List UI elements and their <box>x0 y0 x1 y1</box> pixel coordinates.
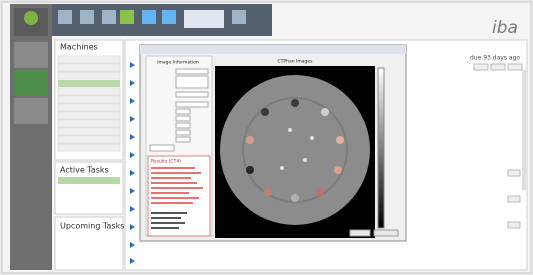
tool-button[interactable] <box>80 10 94 24</box>
dialog-button[interactable] <box>350 230 370 236</box>
results-title: Results (CT4) <box>151 159 181 165</box>
tool-button[interactable] <box>142 10 156 24</box>
machine-row-selected[interactable] <box>58 80 120 87</box>
section-title: Image Information <box>157 60 199 66</box>
panel-title: Active Tasks <box>60 166 109 175</box>
tool-button[interactable] <box>102 10 116 24</box>
sidebar-item[interactable] <box>14 98 48 124</box>
colorbar <box>378 68 384 228</box>
sidebar-item-active[interactable] <box>14 70 48 96</box>
tool-button[interactable] <box>120 10 134 24</box>
dialog-titlebar <box>140 45 406 54</box>
machine-rows <box>58 56 120 151</box>
tool-button[interactable] <box>162 10 176 24</box>
tool-button[interactable] <box>232 10 246 24</box>
sidebar-item[interactable] <box>14 42 48 68</box>
logo: iba <box>492 18 518 38</box>
task-row[interactable] <box>58 177 120 184</box>
scrollbar[interactable] <box>522 70 526 190</box>
dialog-button[interactable] <box>374 230 398 236</box>
page: iba Machines Active Tasks Upcoming Tasks… <box>0 0 533 275</box>
image-title: CTPhan Images <box>278 59 314 65</box>
screenshot: iba Machines Active Tasks Upcoming Tasks… <box>0 0 533 275</box>
panel-title: Upcoming Tasks <box>60 222 124 231</box>
tool-dropdown[interactable] <box>184 10 224 28</box>
panel-title: Machines <box>60 43 98 52</box>
tool-button[interactable] <box>58 10 72 24</box>
task-status: due 93 days ago <box>470 55 520 62</box>
home-icon <box>24 11 38 25</box>
